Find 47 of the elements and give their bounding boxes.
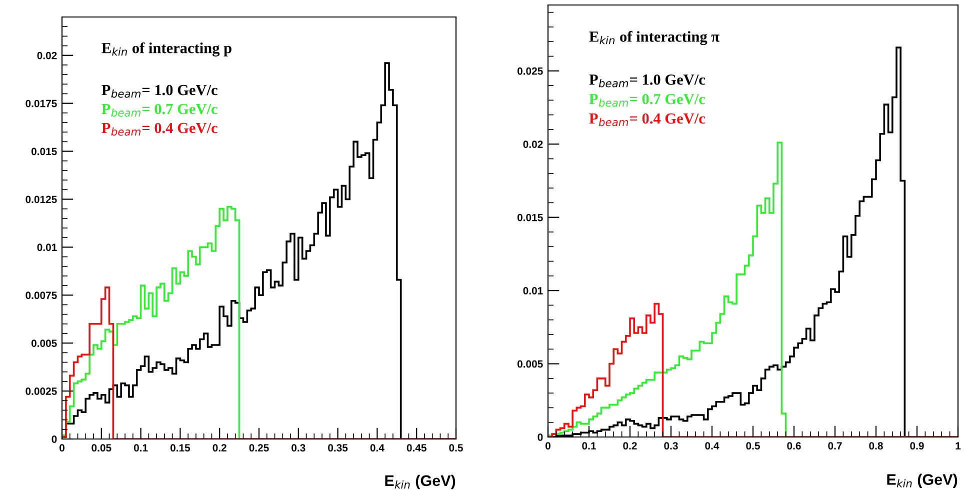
x-tick-label: 0.9 xyxy=(910,442,924,450)
y-tick-label: 0.0175 xyxy=(26,100,57,108)
x-tick-label: 0.1 xyxy=(582,442,596,450)
y-tick-label: 0.0125 xyxy=(26,196,57,204)
x-tick-label: 0.8 xyxy=(869,442,883,450)
x-tick-label: 0.7 xyxy=(828,442,842,450)
x-tick-label: 0.15 xyxy=(170,444,190,452)
x-tick-label: 0.4 xyxy=(370,444,384,452)
x-tick-label: 0.3 xyxy=(664,442,678,450)
x-tick-label: 0.1 xyxy=(134,444,148,452)
y-tick-label: 0.025 xyxy=(517,67,543,75)
x-tick-label: 0.05 xyxy=(92,444,112,452)
y-tick-label: 0.0025 xyxy=(26,388,57,395)
y-tick-label: 0.005 xyxy=(31,340,57,347)
y-tick-label: 0.005 xyxy=(517,360,543,368)
x-tick-label: 0.25 xyxy=(249,444,269,452)
y-tick-label: 0 xyxy=(52,436,57,443)
text: P$_{beam}$= 0.7 GeV/c xyxy=(589,94,706,107)
text: P$_{beam}$= 0.4 GeV/c xyxy=(102,122,218,136)
text: P$_{beam}$= 1.0 GeV/c xyxy=(102,84,218,98)
y-tick-label: 0.015 xyxy=(31,148,57,156)
text: P$_{beam}$= 0.7 GeV/c xyxy=(102,104,218,117)
text: P$_{beam}$= 1.0 GeV/c xyxy=(589,74,706,88)
y-tick-label: 0.02 xyxy=(37,52,57,60)
y-tick-label: 0.01 xyxy=(523,287,543,294)
y-tick-label: 0.01 xyxy=(37,244,57,252)
y-tick-label: 0 xyxy=(538,434,543,441)
x-axis-title: E$_{kin}$ (GeV) xyxy=(887,474,958,488)
x-tick-label: 1 xyxy=(956,442,961,450)
x-axis-title: E$_{kin}$ (GeV) xyxy=(385,474,456,490)
x-tick-label: 0.2 xyxy=(212,444,226,452)
x-tick-label: 0.6 xyxy=(787,442,801,450)
x-tick-label: 0.4 xyxy=(705,442,720,450)
x-tick-label: 0.45 xyxy=(406,444,426,452)
y-tick-label: 0.02 xyxy=(523,140,543,148)
x-tick-label: 0.3 xyxy=(292,444,306,452)
y-tick-label: 0.015 xyxy=(517,214,543,222)
x-tick-label: 0 xyxy=(546,442,550,450)
x-tick-label: 0 xyxy=(60,444,64,452)
x-tick-label: 0.5 xyxy=(746,442,760,450)
x-tick-label: 0.35 xyxy=(328,444,348,452)
x-tick-label: 0.5 xyxy=(449,444,463,452)
x-tick-label: 0.2 xyxy=(623,442,637,450)
annotation: E$_{kin}$ of interacting p xyxy=(102,42,232,56)
annotation: E$_{kin}$ of interacting π xyxy=(589,30,720,46)
text: P$_{beam}$= 0.4 GeV/c xyxy=(589,113,706,126)
y-tick-label: 0.0075 xyxy=(26,292,57,300)
